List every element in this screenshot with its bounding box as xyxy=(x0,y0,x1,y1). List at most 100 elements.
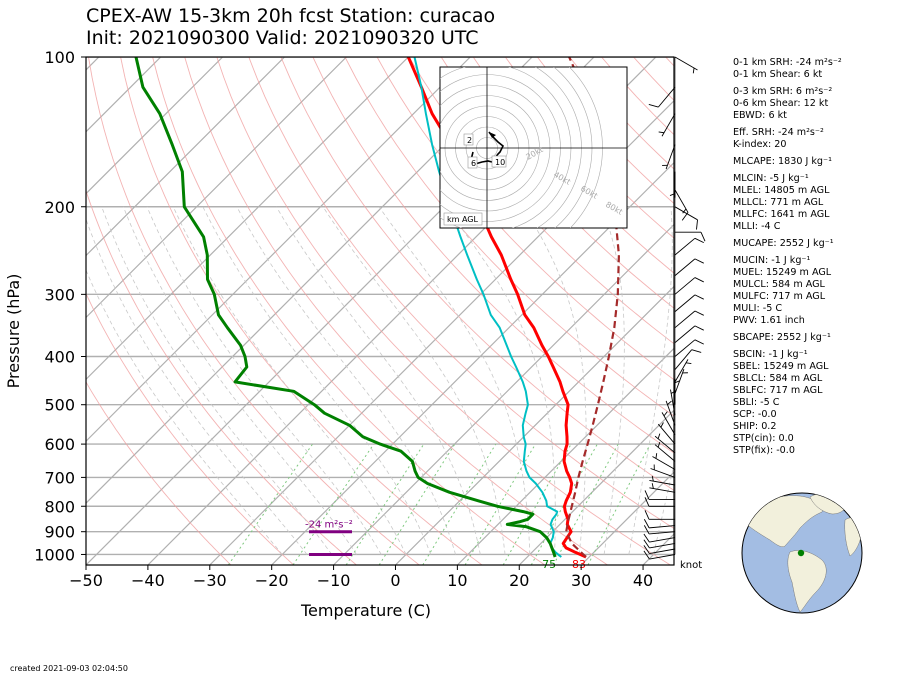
x-tick-label: −40 xyxy=(131,571,165,590)
moist-adiabat xyxy=(628,206,673,555)
y-tick-label: 1000 xyxy=(34,545,75,564)
wind-unit-label: knot xyxy=(680,560,702,571)
stat-line: SBLI: -5 C xyxy=(733,397,780,408)
stat-line: EBWD: 6 kt xyxy=(733,110,787,121)
y-tick-label: 700 xyxy=(44,468,75,487)
wind-barb xyxy=(675,231,706,242)
isotherm-line xyxy=(86,57,471,443)
dry-adiabat xyxy=(86,381,232,565)
isotherm-line xyxy=(395,285,674,565)
dry-adiabat xyxy=(472,57,674,274)
x-tick-label: 40 xyxy=(633,571,653,590)
wind-barb xyxy=(657,422,676,445)
moist-adiabat xyxy=(172,206,407,555)
wind-barb xyxy=(643,550,676,560)
stat-line: SBEL: 15249 m AGL xyxy=(733,361,829,372)
dry-adiabat xyxy=(248,57,674,530)
isotherm-line xyxy=(86,57,224,195)
stat-line: 0-1 km Shear: 6 kt xyxy=(733,69,823,80)
wind-barb xyxy=(643,539,676,549)
hodograph-height-box xyxy=(467,156,478,169)
chart-title-line1: CPEX-AW 15-3km 20h fcst Station: curacao xyxy=(86,5,496,27)
stat-line: MUEL: 15249 m AGL xyxy=(733,267,832,278)
hodograph-height-box xyxy=(463,133,474,146)
dry-adiabat xyxy=(86,292,295,565)
stat-line: MULFC: 717 m AGL xyxy=(733,291,826,302)
dry-adiabat xyxy=(88,57,420,565)
wind-barb xyxy=(674,369,688,394)
stat-line: MULI: -5 C xyxy=(733,303,783,314)
mixing-ratio-line xyxy=(292,443,375,565)
dewpoint-profile xyxy=(134,57,557,558)
isotherm-line xyxy=(86,57,347,319)
wind-barb xyxy=(650,464,676,478)
wind-barb xyxy=(674,277,704,295)
stat-line: 0-6 km Shear: 12 kt xyxy=(733,98,829,109)
stat-line: MLCIN: -5 J kg⁻¹ xyxy=(733,173,809,184)
dry-adiabat xyxy=(344,57,674,417)
dry-adiabat xyxy=(376,57,674,381)
x-tick-label: −30 xyxy=(193,571,227,590)
wind-barb xyxy=(665,400,676,426)
hodograph-frame xyxy=(439,66,628,229)
wind-barb xyxy=(649,483,676,493)
x-tick-label: 30 xyxy=(571,571,591,590)
dry-adiabat xyxy=(408,57,674,345)
wind-barb xyxy=(674,310,704,329)
created-timestamp: created 2021-09-03 02:04:50 xyxy=(10,664,128,673)
sounding-indices-panel: 0-1 km SRH: -24 m²s⁻² 0-1 km Shear: 6 kt 0… xyxy=(733,57,842,457)
plot-frame xyxy=(85,56,675,566)
moist-adiabat xyxy=(445,206,556,555)
dry-adiabat xyxy=(120,57,483,565)
x-tick-label: −50 xyxy=(69,571,103,590)
stat-line: MUCIN: -1 J kg⁻¹ xyxy=(733,255,811,266)
moist-adiabat xyxy=(522,206,587,555)
wind-barb xyxy=(644,490,675,500)
mixing-ratio-line xyxy=(227,443,314,565)
x-axis-label: Temperature (C) xyxy=(300,601,431,620)
wind-barb xyxy=(674,189,689,221)
moist-adiabat xyxy=(653,463,674,555)
wind-barb xyxy=(643,525,676,535)
isotherm-line xyxy=(271,161,674,565)
stat-line: MLLCL: 771 m AGL xyxy=(733,197,824,208)
stat-line: PWV: 1.61 inch xyxy=(733,315,805,326)
station-location-marker xyxy=(797,549,805,557)
stat-line: STP(fix): -0.0 xyxy=(733,445,795,456)
hodograph-height-label: 10 xyxy=(495,158,505,167)
isotherm-line xyxy=(209,99,674,565)
stat-line: STP(cin): 0.0 xyxy=(733,433,794,444)
y-tick-label: 400 xyxy=(44,348,75,367)
stat-line: MLLFC: 1641 m AGL xyxy=(733,209,830,220)
stat-line: MLLI: -4 C xyxy=(733,221,781,232)
south-america-landmass xyxy=(787,550,827,613)
wind-barb xyxy=(662,144,676,170)
temperature-profile xyxy=(406,57,587,559)
hodograph-height-label: 2 xyxy=(467,136,472,145)
moist-adiabat xyxy=(275,206,481,555)
wind-barb xyxy=(644,510,675,520)
stat-line: K-index: 20 xyxy=(733,139,787,150)
stat-line: MULCL: 584 m AGL xyxy=(733,279,825,290)
mixing-ratio-line xyxy=(378,443,456,565)
isotherm-line xyxy=(86,57,162,133)
wind-barb xyxy=(643,519,676,529)
hodograph-legend-box xyxy=(443,212,483,226)
mixing-ratio-line xyxy=(422,443,497,565)
moist-adiabat xyxy=(86,218,308,555)
wind-barb xyxy=(648,86,676,108)
isotherm-line xyxy=(86,57,285,257)
moist-adiabat xyxy=(101,206,333,555)
chart-title-line2: Init: 2021090300 Valid: 2021090320 UTC xyxy=(86,27,479,49)
isotherm-line xyxy=(86,57,409,381)
mixing-ratio-line xyxy=(345,443,425,565)
dry-adiabat xyxy=(312,57,674,454)
wind-barb xyxy=(654,442,676,462)
wind-barb xyxy=(661,411,676,436)
wind-barb xyxy=(674,258,704,276)
stat-line: SCP: -0.0 xyxy=(733,409,777,420)
wind-barb xyxy=(674,206,698,230)
stat-line: MLCAPE: 1830 J kg⁻¹ xyxy=(733,156,832,167)
y-tick-label: 300 xyxy=(44,285,75,304)
